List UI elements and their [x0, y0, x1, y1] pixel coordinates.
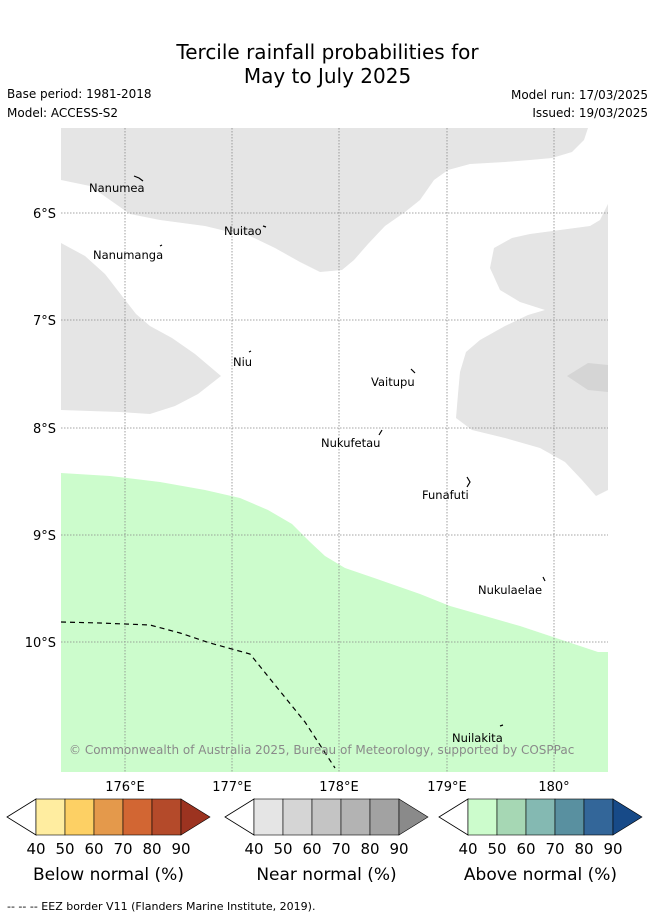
island-nuitao — [262, 225, 267, 228]
below-normal-swatch — [151, 798, 182, 836]
below-normal-tick-label: 50 — [55, 840, 74, 858]
lon-label-176e: 176°E — [105, 780, 145, 795]
near-normal-tick-label: 90 — [389, 840, 408, 858]
island-vaitupu — [410, 368, 416, 374]
place-vaitupu: Vaitupu — [371, 375, 415, 389]
above-normal-tick-label: 50 — [487, 840, 506, 858]
title-line-2: May to July 2025 — [243, 64, 412, 88]
near-normal-colorbar: 40 50 60 70 80 90 Near normal (%) — [224, 798, 429, 885]
lat-label-10s: 10°S — [25, 636, 56, 651]
copyright-notice: © Commonwealth of Australia 2025, Bureau… — [69, 743, 574, 757]
near-normal-tick-label: 50 — [273, 840, 292, 858]
below-normal-swatch — [93, 798, 124, 836]
eez-border-line — [61, 621, 336, 769]
above-normal-tick-label: 80 — [574, 840, 593, 858]
below-normal-colorbar: 40 50 60 70 80 90 Below normal (%) — [6, 798, 211, 885]
island-nanumanga — [159, 244, 163, 247]
above-normal-colorbar: 40 50 60 70 80 90 Above normal (%) — [438, 798, 643, 885]
place-nukulaelae: Nukulaelae — [478, 583, 542, 597]
place-funafuti: Funafuti — [422, 488, 469, 502]
near-normal-region-north — [61, 128, 588, 272]
model-run-label: Model run: 17/03/2025 — [510, 88, 648, 102]
lon-label-179e: 179°E — [427, 780, 467, 795]
below-normal-swatch — [64, 798, 95, 836]
near-normal-region-east — [456, 204, 608, 496]
above-normal-under-tip — [438, 798, 469, 836]
near-normal-over-tip — [398, 798, 429, 836]
below-normal-tick-label: 70 — [113, 840, 132, 858]
below-normal-tick-label: 40 — [26, 840, 45, 858]
above-normal-tick-label: 90 — [603, 840, 622, 858]
above-normal-swatch — [525, 798, 556, 836]
lat-label-7s: 7°S — [33, 314, 56, 329]
lat-label-9s: 9°S — [33, 529, 56, 544]
below-normal-tick-label: 60 — [84, 840, 103, 858]
lon-label-177e: 177°E — [212, 780, 252, 795]
base-period-label: Base period: 1981-2018 — [7, 87, 152, 101]
below-normal-over-tip — [180, 798, 211, 836]
model-label: Model: ACCESS-S2 — [7, 106, 119, 120]
near-normal-swatch — [253, 798, 284, 836]
above-normal-over-tip — [612, 798, 643, 836]
place-niu: Niu — [233, 355, 252, 369]
place-nuilakita: Nuilakita — [452, 731, 503, 745]
near-normal-region-west — [61, 243, 221, 414]
above-normal-swatch — [583, 798, 614, 836]
near-normal-legend-label: Near normal (%) — [256, 865, 396, 885]
below-normal-legend-label: Below normal (%) — [33, 865, 184, 885]
place-nanumanga: Nanumanga — [93, 248, 163, 262]
graticule — [61, 128, 608, 772]
place-nukufetau: Nukufetau — [321, 436, 380, 450]
island-nanumea — [133, 175, 144, 182]
below-normal-tick-label: 80 — [142, 840, 161, 858]
above-normal-swatch — [467, 798, 498, 836]
near-normal-swatch — [282, 798, 313, 836]
eez-footnote: -- -- -- EEZ border V11 (Flanders Marine… — [7, 900, 316, 913]
lat-label-8s: 8°S — [33, 422, 56, 437]
island-funafuti — [466, 476, 471, 488]
near-normal-tick-label: 40 — [244, 840, 263, 858]
above-normal-legend-label: Above normal (%) — [464, 865, 617, 885]
island-nukulaelae — [542, 576, 546, 582]
lon-label-180: 180° — [538, 780, 569, 795]
above-normal-tick-label: 60 — [516, 840, 535, 858]
near-normal-tick-label: 80 — [360, 840, 379, 858]
near-normal-swatch — [369, 798, 400, 836]
near-normal-tick-label: 70 — [331, 840, 350, 858]
lon-label-178e: 178°E — [319, 780, 359, 795]
below-normal-swatch — [35, 798, 66, 836]
above-normal-tick-label: 40 — [458, 840, 477, 858]
near-normal-under-tip — [224, 798, 255, 836]
colorbar-legends: 40 50 60 70 80 90 Below normal (%) 40 50 60 70 80 90… — [6, 798, 643, 885]
place-nuitao: Nuitao — [224, 224, 262, 238]
map-title: Tercile rainfall probabilities for May t… — [0, 40, 655, 88]
near-normal-darker-patch — [567, 363, 608, 392]
island-nuilakita — [499, 724, 504, 727]
near-normal-swatch — [340, 798, 371, 836]
near-normal-swatch — [311, 798, 342, 836]
title-line-1: Tercile rainfall probabilities for — [176, 40, 479, 64]
lat-label-6s: 6°S — [33, 207, 56, 222]
below-normal-under-tip — [6, 798, 37, 836]
place-nanumea: Nanumea — [89, 181, 145, 195]
island-nukufetau — [378, 429, 383, 436]
below-normal-tick-label: 90 — [171, 840, 190, 858]
islands — [133, 175, 546, 727]
island-niu — [248, 350, 252, 353]
issued-label: Issued: 19/03/2025 — [532, 106, 648, 120]
above-normal-swatch — [496, 798, 527, 836]
above-normal-region-south — [61, 473, 608, 772]
below-normal-swatch — [122, 798, 153, 836]
above-normal-tick-label: 70 — [545, 840, 564, 858]
near-normal-tick-label: 60 — [302, 840, 321, 858]
above-normal-swatch — [554, 798, 585, 836]
